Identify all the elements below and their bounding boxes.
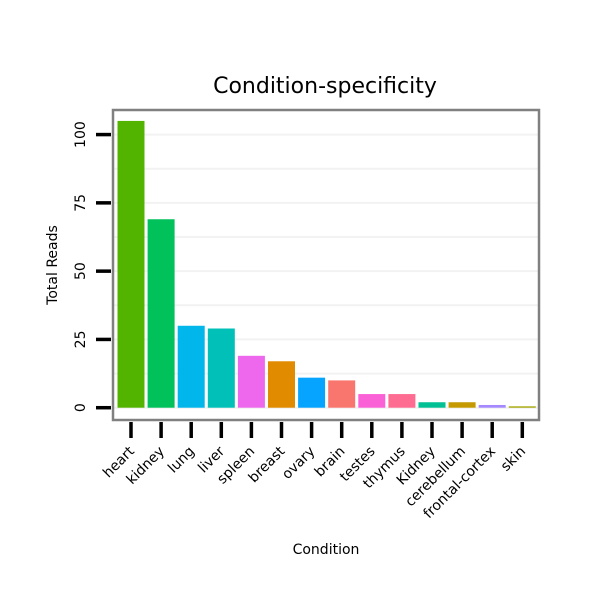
bar-frontal-cortex — [478, 404, 506, 408]
y-tick-label: 50 — [73, 262, 89, 280]
x-tick-label-skin: skin — [498, 444, 529, 475]
bar-liver — [207, 328, 235, 408]
bar-testes — [358, 394, 386, 408]
bar-spleen — [237, 355, 265, 408]
x-axis: heartkidneylungliverspleenbreastovarybra… — [100, 422, 529, 522]
plot-border — [111, 108, 541, 422]
y-axis: 0 25 50 75 100 — [73, 121, 111, 412]
x-tick-label-ovary: ovary — [279, 444, 318, 483]
bar-ovary — [298, 377, 326, 408]
x-axis-label: Condition — [293, 542, 360, 558]
chart-title: Condition-specificity — [213, 74, 437, 99]
y-tick-label: 25 — [73, 331, 89, 349]
y-tick-label: 100 — [73, 121, 89, 148]
bar-skin — [508, 406, 536, 408]
bar-breast — [268, 361, 295, 408]
bar-heart — [117, 120, 145, 408]
y-axis-label: Total Reads — [45, 225, 61, 306]
bar-thymus — [388, 394, 416, 408]
bar-lung — [177, 325, 205, 408]
bar-kidney — [418, 402, 446, 408]
bar-brain — [328, 380, 356, 408]
x-tick-label-lung: lung — [165, 444, 198, 477]
y-tick-label: 75 — [73, 194, 89, 212]
bar-cerebellum — [448, 402, 476, 408]
y-tick-label: 0 — [73, 403, 89, 412]
bars — [117, 120, 536, 408]
bar-kidney — [147, 219, 175, 408]
